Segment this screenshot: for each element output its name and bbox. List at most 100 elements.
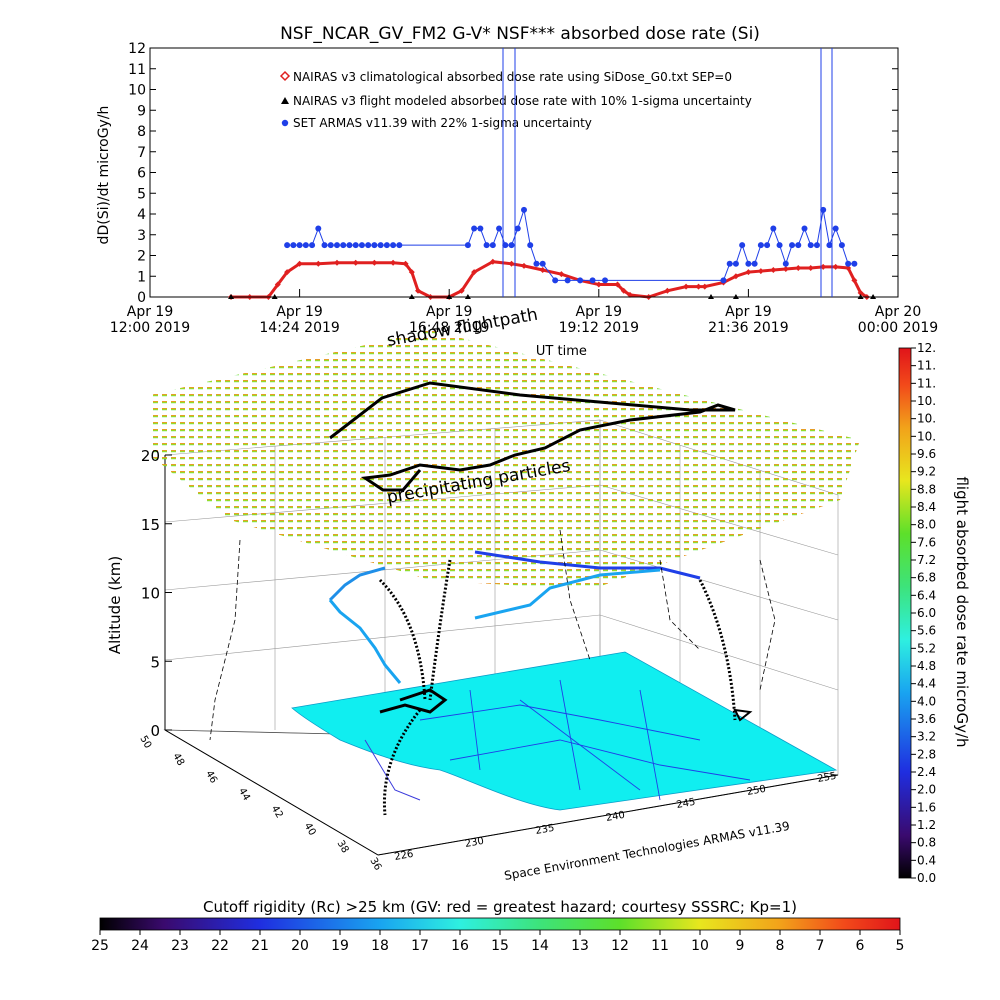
shadow-track-2 bbox=[474, 550, 701, 580]
data-point-armas bbox=[776, 242, 783, 249]
dose-colorbar-tick-label: 6.4 bbox=[917, 588, 936, 602]
y-tick-label: 0 bbox=[137, 290, 146, 306]
data-point-nairas-climatological bbox=[782, 265, 789, 272]
dose-colorbar-tick-label: 2.4 bbox=[917, 765, 936, 779]
data-point-nairas-flight bbox=[708, 294, 714, 299]
data-point-armas bbox=[352, 242, 359, 249]
lat-tick-label: 46 bbox=[203, 769, 219, 786]
3d-panel: shadow flightpath precipitating particle… bbox=[106, 305, 860, 883]
data-point-armas bbox=[489, 242, 496, 249]
x-tick-label-time: 14:24 2019 bbox=[259, 320, 339, 336]
y-tick-label: 8 bbox=[137, 124, 146, 140]
dose-colorbar-tick-label: 4.0 bbox=[917, 694, 936, 708]
data-point-nairas-flight bbox=[408, 294, 415, 299]
data-point-armas bbox=[826, 242, 833, 249]
data-point-nairas-climatological bbox=[521, 262, 527, 269]
data-point-nairas-climatological bbox=[664, 287, 671, 294]
y-tick-label: 10 bbox=[128, 83, 146, 99]
data-point-armas bbox=[726, 260, 733, 267]
rigidity-colorbar-tick-label: 5 bbox=[896, 938, 905, 954]
y-tick-label: 11 bbox=[128, 62, 146, 78]
dose-colorbar-tick-label: 6.0 bbox=[917, 606, 936, 620]
data-point-armas bbox=[770, 225, 777, 232]
legend: NAIRAS v3 climatological absorbed dose r… bbox=[279, 70, 752, 130]
flight-track bbox=[329, 381, 736, 492]
data-point-armas bbox=[732, 260, 739, 267]
data-point-armas bbox=[358, 242, 365, 249]
dose-colorbar-label: flight absorbed dose rate microGy/h bbox=[953, 476, 971, 747]
data-point-nairas-climatological bbox=[595, 281, 602, 288]
data-point-nairas-climatological bbox=[558, 271, 565, 278]
data-point-nairas-climatological bbox=[745, 269, 752, 276]
x-tick-label-date: Apr 19 bbox=[426, 304, 472, 320]
data-point-nairas-flight bbox=[857, 294, 864, 299]
legend-item-armas: SET ARMAS v11.39 with 22% 1-sigma uncert… bbox=[293, 116, 592, 130]
data-point-armas bbox=[346, 242, 353, 249]
data-point-nairas-climatological bbox=[284, 269, 291, 276]
coastline bbox=[364, 739, 421, 801]
rigidity-colorbar-tick-label: 9 bbox=[736, 938, 745, 954]
legend-marker-red bbox=[279, 70, 291, 82]
series-line bbox=[231, 260, 868, 299]
ground-path bbox=[379, 688, 448, 714]
y-tick-label: 7 bbox=[137, 145, 146, 161]
data-point-armas bbox=[751, 260, 758, 267]
data-point-nairas-climatological bbox=[471, 269, 478, 276]
dose-colorbar-tick-label: 8.8 bbox=[917, 482, 936, 496]
data-point-nairas-climatological bbox=[408, 269, 415, 276]
y-tick-label: 1 bbox=[137, 269, 146, 285]
dose-colorbar-tick-label: 5.2 bbox=[917, 641, 936, 655]
rigidity-colorbar-tick-label: 6 bbox=[856, 938, 865, 954]
data-point-armas bbox=[309, 242, 316, 249]
data-point-armas bbox=[832, 225, 839, 232]
data-point-armas bbox=[371, 242, 378, 249]
data-point-nairas-climatological bbox=[489, 258, 496, 265]
z-tick-label: 20 bbox=[141, 447, 160, 465]
data-point-armas bbox=[290, 242, 297, 249]
dose-colorbar-tick-label: 4.4 bbox=[917, 677, 936, 691]
data-point-nairas-climatological bbox=[845, 264, 852, 271]
data-point-armas bbox=[315, 225, 322, 232]
dose-colorbar-tick-label: 9.6 bbox=[917, 447, 936, 461]
y-tick-label: 4 bbox=[137, 207, 146, 223]
data-point-armas bbox=[795, 242, 802, 249]
data-point-armas bbox=[552, 277, 559, 284]
dose-colorbar-tick-label: 7.2 bbox=[917, 553, 936, 567]
legend-marker-blue bbox=[281, 119, 289, 127]
data-point-armas bbox=[764, 242, 771, 249]
data-point-armas bbox=[334, 242, 340, 249]
y-tick-label: 2 bbox=[137, 249, 146, 265]
data-point-armas bbox=[377, 242, 384, 249]
plot-frame bbox=[149, 47, 899, 298]
data-point-armas bbox=[602, 277, 609, 284]
dose-colorbar-tick-label: 0.4 bbox=[917, 853, 936, 867]
data-point-armas bbox=[539, 260, 546, 267]
x-tick-label-date: Apr 19 bbox=[725, 304, 771, 320]
data-point-nairas-climatological bbox=[352, 259, 359, 266]
event-lines bbox=[502, 48, 833, 297]
data-point-armas bbox=[390, 242, 397, 249]
dose-colorbar-tick-label: 2.0 bbox=[917, 783, 936, 797]
data-point-nairas-flight bbox=[446, 294, 453, 299]
dose-colorbar-tick-label: 8.0 bbox=[917, 518, 936, 532]
data-point-armas bbox=[514, 225, 521, 232]
data-point-nairas-flight bbox=[228, 294, 235, 299]
dose-colorbar-tick-label: 12. bbox=[917, 341, 936, 355]
rigidity-colorbar-tick-label: 18 bbox=[371, 938, 389, 954]
rigidity-colorbar-tick-label: 19 bbox=[331, 938, 349, 954]
lat-tick-label: 38 bbox=[335, 839, 351, 856]
data-point-nairas-climatological bbox=[539, 267, 546, 274]
dose-colorbar bbox=[898, 347, 912, 879]
dose-colorbar-tick-label: 10. bbox=[917, 412, 936, 426]
lat-tick-label: 42 bbox=[269, 804, 285, 821]
rigidity-colorbar-ticks: 25 24 23 22 21 20 19 18 17 16 15 14 13 12 11 10 9 8 7 6 5 bbox=[91, 930, 904, 954]
dose-colorbar-tick-label: 11. bbox=[917, 359, 936, 373]
dose-colorbar-tick-label: 3.2 bbox=[917, 730, 936, 744]
data-point-nairas-climatological bbox=[296, 260, 303, 267]
climb-dots bbox=[378, 559, 737, 816]
lon-tick-label: 245 bbox=[676, 797, 697, 811]
dose-colorbar-tick-label: 8.4 bbox=[917, 500, 936, 514]
data-point-armas bbox=[302, 242, 309, 249]
dose-colorbar-tick-label: 11. bbox=[917, 376, 936, 390]
